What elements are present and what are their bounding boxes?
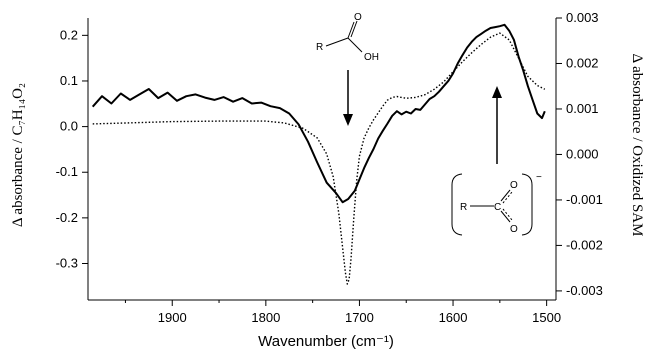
x-tick-label: 1500 xyxy=(532,310,561,325)
right-y-tick-label: 0.002 xyxy=(566,55,599,70)
right-y-tick-label: 0.000 xyxy=(566,146,599,161)
right-y-tick-label: -0.003 xyxy=(566,283,603,298)
right-y-tick-label: 0.001 xyxy=(566,101,599,116)
x-tick-label: 1900 xyxy=(158,310,187,325)
acid-double-bond-b xyxy=(350,20,358,38)
right-y-tick-label: -0.002 xyxy=(566,237,603,252)
carboxylic-acid-structure: R O OH xyxy=(316,12,379,63)
acid-oh-bond xyxy=(347,37,363,53)
left-y-tick-label: 0.0 xyxy=(60,119,78,134)
left-y-axis: 0.2 0.1 0.0 -0.1 -0.2 -0.3 xyxy=(56,27,88,270)
x-axis: 1900 1800 1700 1600 1500 xyxy=(124,300,561,325)
carboxylate-upper-bond xyxy=(500,189,511,202)
x-tick-label: 1700 xyxy=(345,310,374,325)
acid-r-bond xyxy=(325,37,349,47)
left-y-tick-label: -0.2 xyxy=(56,210,78,225)
right-y-axis-title: Δ absorbance / Oxidized SAM xyxy=(629,54,645,237)
left-y-tick-label: 0.2 xyxy=(60,27,78,42)
right-y-tick-label: 0.003 xyxy=(566,10,599,25)
carboxylate-structure: − R C O O xyxy=(451,172,542,236)
series-dotted-line xyxy=(92,32,546,285)
left-bracket xyxy=(451,173,463,236)
x-tick-label: 1600 xyxy=(439,310,468,325)
right-y-tick-label: -0.001 xyxy=(566,192,603,207)
x-tick-label: 1800 xyxy=(251,310,280,325)
acid-oh-label: OH xyxy=(364,52,379,63)
carboxylate-r-label: R xyxy=(460,202,467,213)
acid-arrow xyxy=(343,70,353,126)
right-y-axis: 0.003 0.002 0.001 0.000 -0.001 -0.002 -0.003 xyxy=(556,10,603,298)
left-y-tick-label: -0.1 xyxy=(56,164,78,179)
left-y-axis-title: Δ absorbance / C₇H₁₄O₂ xyxy=(10,83,26,227)
carboxylate-o1-label: O xyxy=(510,180,518,191)
left-y-tick-label: -0.3 xyxy=(56,255,78,270)
acid-o-label: O xyxy=(354,12,362,23)
carboxylate-lower-bond xyxy=(500,210,511,223)
carboxylate-o2-label: O xyxy=(510,224,518,235)
acid-double-bond-a xyxy=(347,21,355,39)
carboxylate-arrow xyxy=(492,86,502,164)
x-axis-title: Wavenumber (cm⁻¹) xyxy=(258,333,394,350)
carboxylate-c-label: C xyxy=(494,202,501,213)
plot-frame xyxy=(87,18,557,301)
series-layer xyxy=(91,23,546,285)
right-bracket xyxy=(521,173,533,236)
charge-label: − xyxy=(536,172,542,183)
left-y-tick-label: 0.1 xyxy=(60,73,78,88)
series-solid-line xyxy=(91,23,546,204)
acid-r-label: R xyxy=(316,42,323,53)
